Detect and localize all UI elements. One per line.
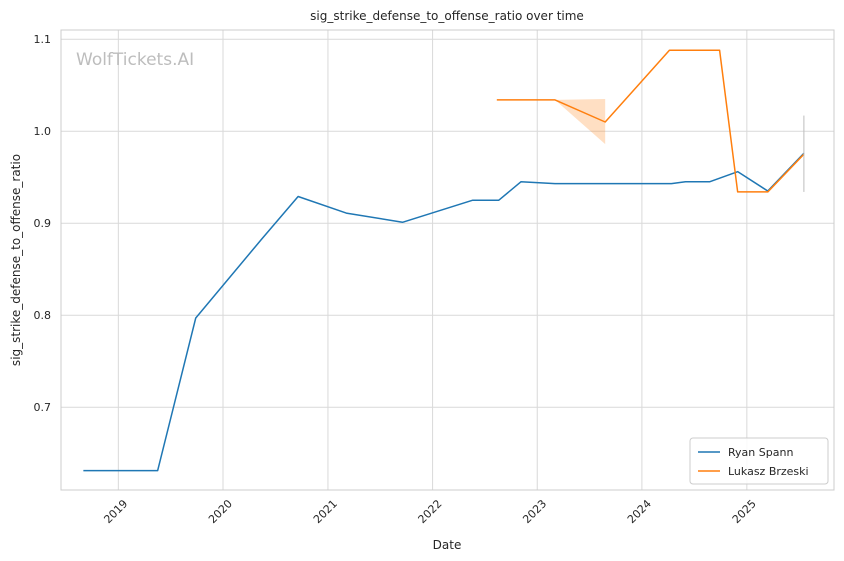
chart-title: sig_strike_defense_to_offense_ratio over… (310, 9, 584, 23)
x-axis-label: Date (433, 538, 462, 552)
y-axis-ticks: 0.7 0.8 0.9 1.0 1.1 (34, 33, 52, 414)
legend-label-1: Lukasz Brzeski (728, 465, 809, 478)
series-lines (83, 49, 805, 472)
confidence-bands (555, 99, 606, 145)
y-tick-label: 1.0 (34, 125, 52, 138)
y-tick-label: 1.1 (34, 33, 52, 46)
y-tick-label: 0.9 (34, 217, 52, 230)
series-band-1 (555, 99, 606, 145)
watermark-text: WolfTickets.AI (76, 50, 194, 70)
legend-label-0: Ryan Spann (728, 446, 793, 459)
legend-box (689, 437, 829, 485)
series-line-0 (83, 152, 805, 472)
grid-lines (61, 30, 834, 490)
y-tick-label: 0.7 (34, 401, 52, 414)
y-tick-label: 0.8 (34, 309, 52, 322)
plot-frame (60, 29, 835, 491)
series-line-1 (496, 49, 805, 193)
plot-border (60, 29, 835, 491)
legend: Ryan Spann Lukasz Brzeski (689, 437, 829, 485)
y-axis-label: sig_strike_defense_to_offense_ratio (9, 154, 23, 366)
